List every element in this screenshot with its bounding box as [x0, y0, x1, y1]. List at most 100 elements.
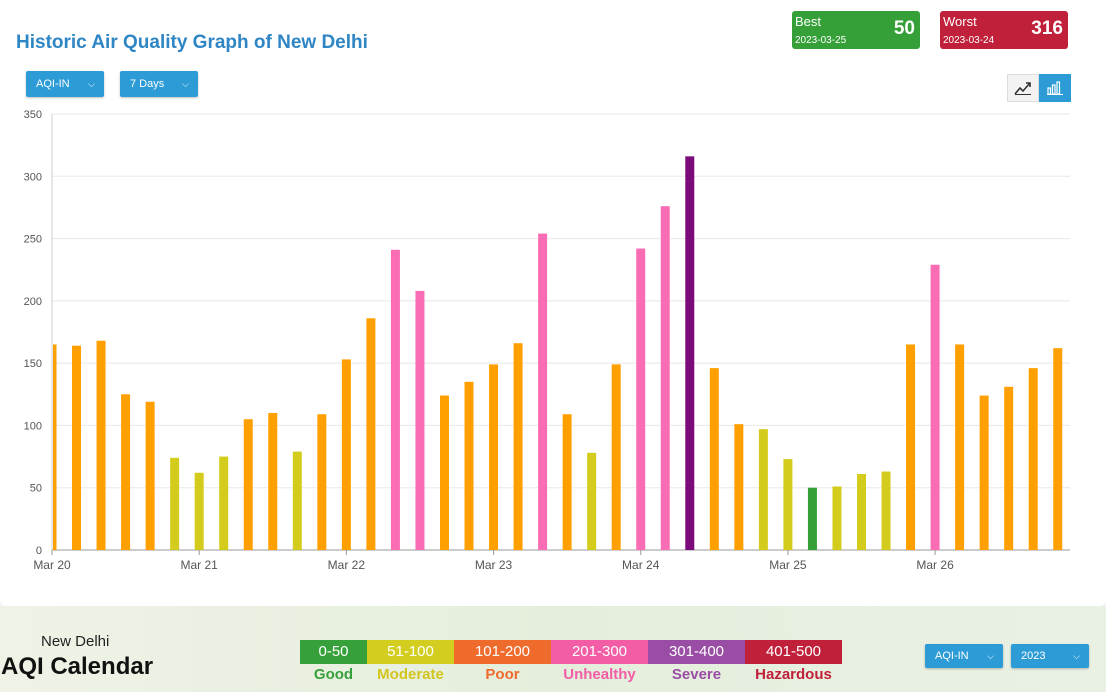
bar[interactable]: [562, 414, 572, 550]
bar[interactable]: [807, 487, 817, 550]
bar[interactable]: [832, 486, 842, 550]
x-tick-label: Mar 20: [33, 558, 71, 572]
legend-range: 51-100: [367, 640, 454, 664]
bar[interactable]: [194, 472, 204, 550]
line-chart-icon: [1014, 82, 1031, 95]
bar[interactable]: [538, 233, 548, 551]
bar[interactable]: [145, 401, 155, 550]
bar[interactable]: [734, 424, 744, 550]
bar[interactable]: [709, 368, 719, 550]
legend-item: 101-200 Poor: [454, 640, 551, 698]
bar[interactable]: [783, 459, 793, 550]
x-tick-label: Mar 25: [769, 558, 807, 572]
y-tick-label: 250: [24, 234, 42, 246]
y-tick-label: 150: [24, 358, 42, 370]
bar[interactable]: [415, 290, 425, 550]
bar[interactable]: [439, 395, 449, 550]
y-tick-label: 300: [24, 171, 42, 183]
x-tick-label: Mar 21: [181, 558, 219, 572]
bar[interactable]: [758, 429, 768, 550]
calendar-metric-dropdown[interactable]: AQI-IN ⌵: [925, 644, 1003, 668]
y-tick-label: 100: [24, 420, 42, 432]
legend-label: Severe: [671, 666, 722, 683]
y-tick-label: 200: [24, 296, 42, 308]
bar[interactable]: [72, 345, 82, 550]
legend-item: 51-100 Moderate: [367, 640, 454, 698]
calendar-year-label: 2023: [1021, 650, 1046, 662]
bar[interactable]: [906, 344, 916, 550]
bar[interactable]: [660, 206, 670, 550]
bar[interactable]: [317, 414, 327, 550]
bar[interactable]: [1004, 386, 1014, 550]
calendar-year-dropdown[interactable]: 2023 ⌵: [1011, 644, 1089, 668]
legend-item: 301-400 Severe: [648, 640, 745, 698]
bar[interactable]: [856, 474, 866, 550]
chevron-down-icon: ⌵: [88, 79, 95, 89]
page-title: Historic Air Quality Graph of New Delhi: [16, 32, 368, 53]
bar[interactable]: [979, 395, 989, 550]
worst-date: 2023-03-24: [943, 35, 995, 46]
legend-range: 401-500: [745, 640, 842, 664]
best-date: 2023-03-25: [795, 35, 847, 46]
range-dropdown-label: 7 Days: [130, 78, 165, 90]
bar[interactable]: [513, 343, 523, 550]
y-tick-label: 50: [30, 483, 42, 495]
legend-label: Moderate: [377, 666, 444, 683]
bar[interactable]: [489, 364, 499, 550]
calendar-title: AQI Calendar: [1, 653, 154, 680]
legend-item: 0-50 Good: [300, 640, 367, 698]
worst-label: Worst: [943, 14, 977, 29]
chevron-down-icon: ⌵: [182, 79, 189, 89]
y-tick-label: 0: [36, 545, 42, 557]
calendar-city: New Delhi: [41, 633, 110, 650]
bar-view-button[interactable]: [1039, 74, 1071, 102]
x-tick-label: Mar 26: [916, 558, 954, 572]
metric-dropdown[interactable]: AQI-IN ⌵: [26, 71, 104, 97]
legend-range: 101-200: [454, 640, 551, 664]
bar[interactable]: [243, 419, 253, 550]
y-tick-label: 350: [24, 109, 42, 121]
legend-range: 0-50: [300, 640, 367, 664]
bar[interactable]: [881, 471, 891, 550]
bar[interactable]: [390, 249, 400, 551]
chevron-down-icon: ⌵: [987, 651, 994, 661]
bar[interactable]: [587, 452, 597, 550]
bar[interactable]: [955, 344, 965, 550]
aqi-calendar-footer: New Delhi AQI Calendar 0-50 Good 51-100 Mod…: [0, 606, 1106, 692]
chevron-down-icon: ⌵: [1073, 651, 1080, 661]
bar[interactable]: [611, 364, 621, 550]
x-tick-label: Mar 22: [328, 558, 366, 572]
aqi-bar-chart: 0 50 100 150 200 250 300 350 Mar 20 Mar 21 Mar 22 M…: [24, 109, 1070, 572]
bar-chart-icon: [1047, 81, 1063, 95]
bar[interactable]: [464, 381, 474, 550]
worst-aqi-badge: Worst 2023-03-24 316: [940, 11, 1068, 49]
metric-dropdown-label: AQI-IN: [36, 78, 70, 90]
bar[interactable]: [292, 451, 302, 550]
bar[interactable]: [341, 359, 351, 550]
bar[interactable]: [366, 318, 376, 550]
bar[interactable]: [636, 248, 646, 550]
bar[interactable]: [268, 412, 278, 550]
calendar-metric-label: AQI-IN: [935, 650, 969, 662]
bar[interactable]: [930, 264, 940, 550]
bar[interactable]: [685, 156, 695, 550]
best-label: Best: [795, 14, 822, 29]
line-view-button[interactable]: [1007, 74, 1039, 102]
bar[interactable]: [96, 340, 106, 550]
best-value: 50: [893, 18, 915, 39]
bar[interactable]: [1053, 348, 1063, 550]
x-tick-label: Mar 23: [475, 558, 513, 572]
bar[interactable]: [170, 457, 180, 550]
legend-label: Poor: [485, 666, 520, 683]
legend-range: 301-400: [648, 640, 745, 664]
bar[interactable]: [53, 344, 57, 550]
bar[interactable]: [1028, 368, 1038, 550]
bar[interactable]: [121, 394, 131, 550]
aqi-graph-card: Historic Air Quality Graph of New Delhi …: [16, 11, 1071, 572]
legend-range: 201-300: [551, 640, 648, 664]
legend-item: 201-300 Unhealthy: [551, 640, 648, 698]
bar[interactable]: [219, 456, 229, 550]
legend-item: 401-500 Hazardous: [745, 640, 842, 698]
best-aqi-badge: Best 2023-03-25 50: [792, 11, 920, 49]
range-dropdown[interactable]: 7 Days ⌵: [120, 71, 198, 97]
